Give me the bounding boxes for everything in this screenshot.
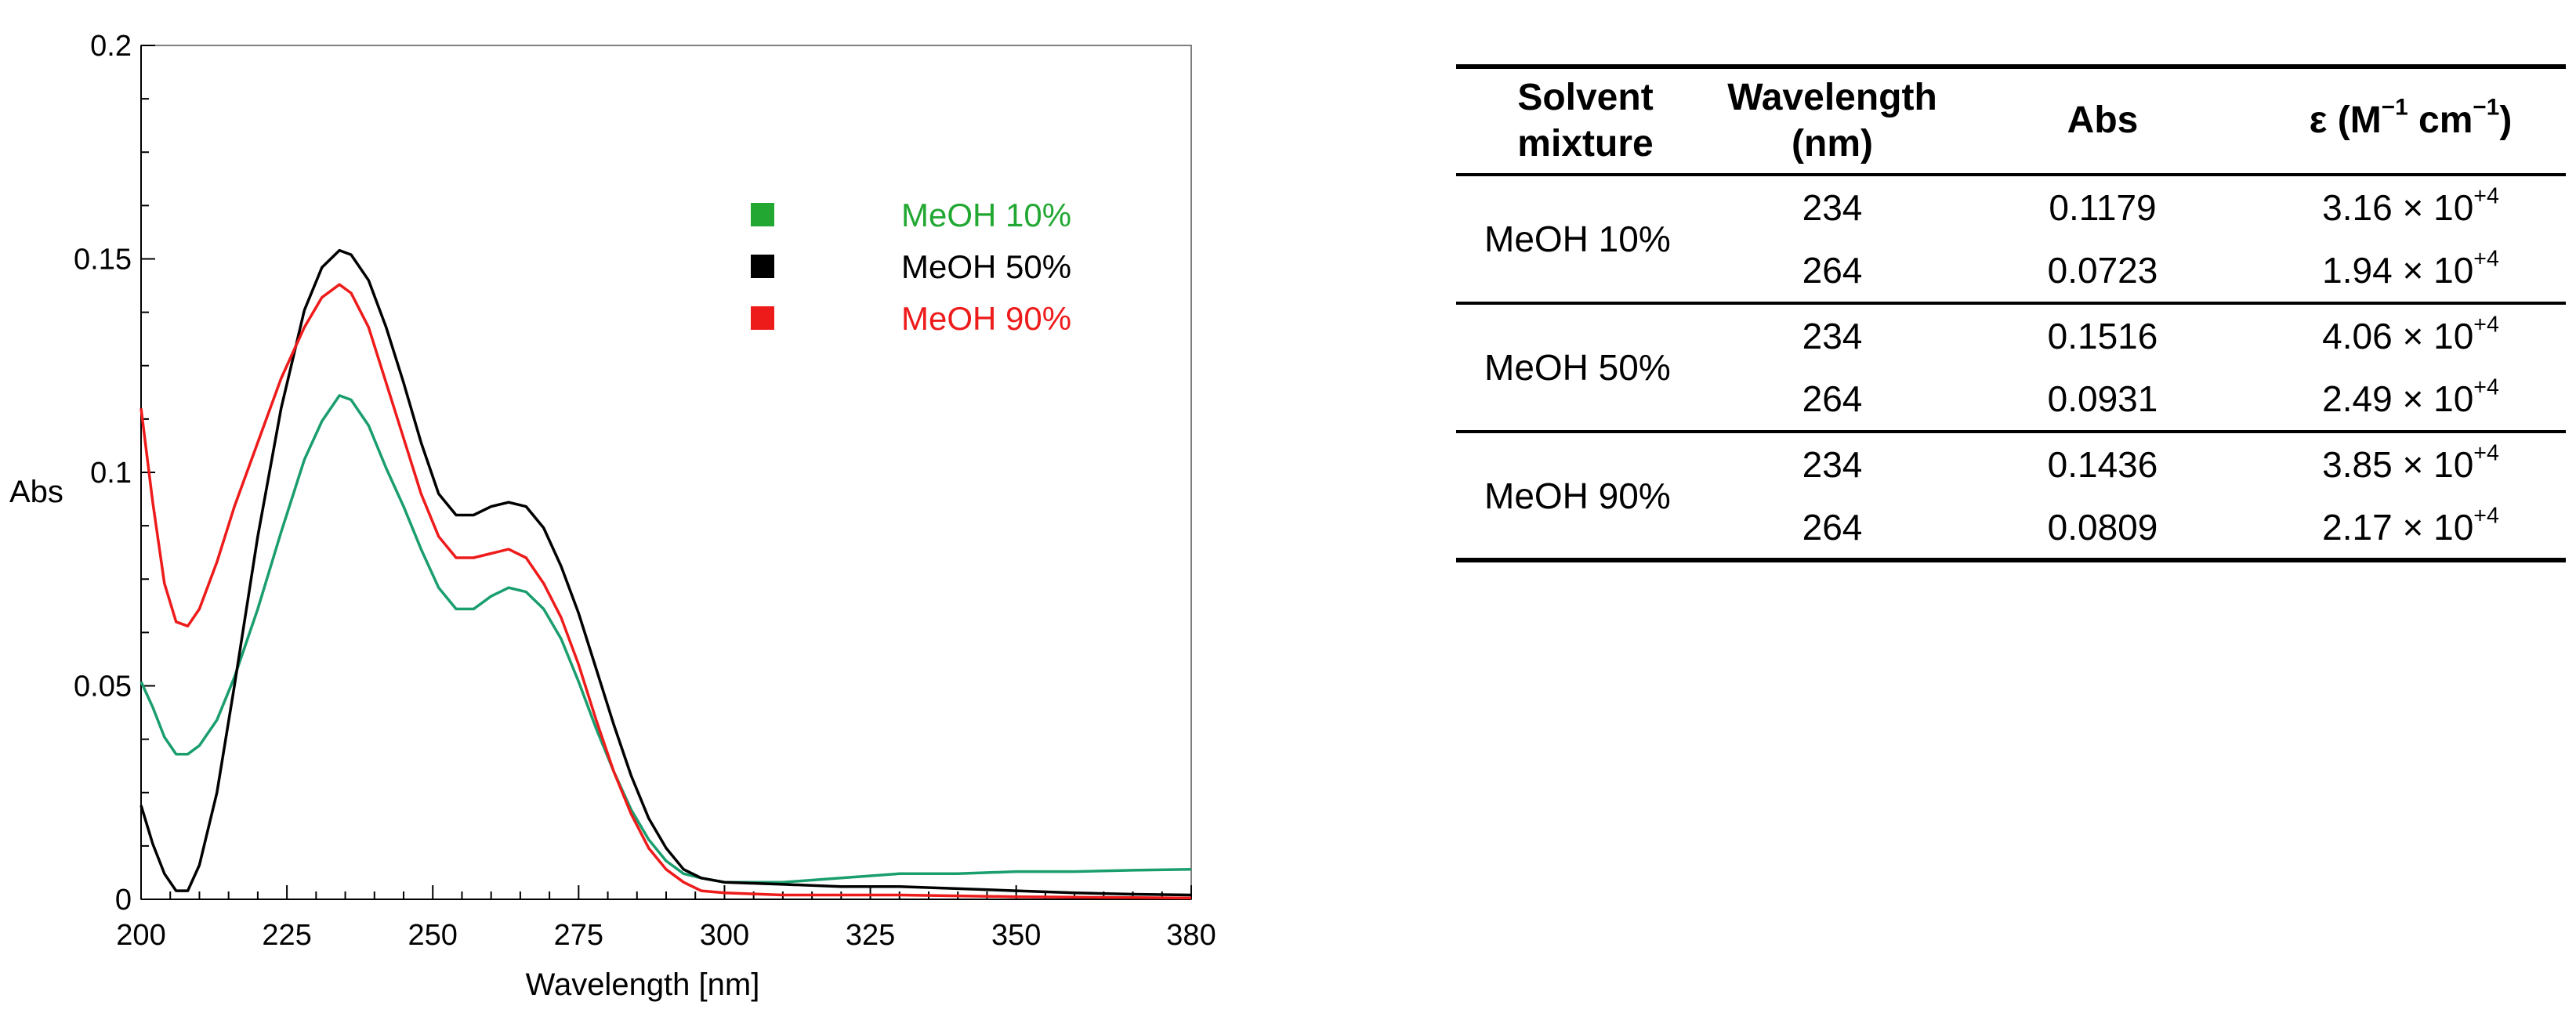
header-wavelength-line1: Wavelength [1727, 76, 1937, 118]
cell-abs: 0.0723 [2047, 250, 2158, 291]
cell-abs: 0.1516 [2047, 316, 2158, 356]
cell-abs: 0.0809 [2047, 506, 2158, 548]
x-axis-title: Wavelength [nm] [526, 967, 760, 1002]
header-abs: Abs [2067, 99, 2139, 142]
cell-epsilon: 2.17 × 10+4 [2255, 496, 2566, 560]
legend-label: MeOH 10% [901, 197, 1071, 233]
table-group-meoh-90: MeOH 90% 234 0.1436 3.85 × 10+4 264 0.08… [1456, 432, 2566, 560]
header-epsilon-sup2: −1 [2473, 94, 2500, 121]
header-epsilon: ε (M−1 cm−1) [2255, 67, 2566, 175]
legend-marker [751, 203, 774, 226]
y-tick-label: 0.2 [90, 30, 132, 63]
series-line [139, 394, 1192, 884]
y-tick-label: 0 [115, 884, 132, 917]
absorbance-table: Solvent mixture Wavelength (nm) Abs ε (M… [1456, 64, 2566, 562]
cell-solvent: MeOH 50% [1484, 347, 1671, 388]
epsilon-mantissa: 2.49 × 10 [2322, 378, 2474, 419]
y-tick-label: 0.15 [74, 244, 132, 277]
series-line [139, 283, 1192, 900]
cell-epsilon: 3.16 × 10+4 [2255, 175, 2566, 239]
table-row: MeOH 50% 234 0.1516 4.06 × 10+4 [1456, 303, 2566, 388]
table-header-row: Solvent mixture Wavelength (nm) Abs ε (M… [1456, 67, 2566, 175]
cell-epsilon: 1.94 × 10+4 [2255, 239, 2566, 303]
y-axis-ticks: 0 0.05 0.1 0.15 0.2 [74, 30, 155, 917]
epsilon-mantissa: 4.06 × 10 [2322, 316, 2474, 356]
cell-abs: 0.1436 [2047, 444, 2158, 485]
cell-wavelength: 264 [1802, 378, 1863, 419]
legend-label: MeOH 50% [901, 248, 1071, 285]
epsilon-mantissa: 3.85 × 10 [2322, 444, 2474, 485]
epsilon-mantissa: 2.17 × 10 [2322, 506, 2474, 548]
epsilon-exponent: +4 [2473, 183, 2499, 209]
table-group-meoh-50: MeOH 50% 234 0.1516 4.06 × 10+4 264 0.09… [1456, 303, 2566, 432]
table-row: MeOH 10% 234 0.1179 3.16 × 10+4 [1456, 175, 2566, 259]
cell-epsilon: 2.49 × 10+4 [2255, 367, 2566, 432]
absorbance-chart: 0 0.05 0.1 0.15 0.2 200 225 250 275 300 325 350 380… [9, 30, 1216, 1002]
cell-wavelength: 234 [1802, 316, 1863, 356]
cell-solvent: MeOH 10% [1484, 219, 1671, 259]
cell-wavelength: 234 [1802, 444, 1863, 485]
header-wavelength-line2: (nm) [1792, 122, 1873, 165]
y-axis-title: Abs [9, 475, 63, 509]
table-row: MeOH 90% 234 0.1436 3.85 × 10+4 [1456, 432, 2566, 515]
x-tick-label: 250 [408, 919, 458, 952]
epsilon-mantissa: 3.16 × 10 [2322, 187, 2474, 228]
epsilon-exponent: +4 [2473, 440, 2499, 466]
cell-epsilon: 3.85 × 10+4 [2255, 432, 2566, 496]
legend-marker [751, 306, 774, 330]
cell-wavelength: 234 [1802, 187, 1863, 228]
table-header: Solvent mixture Wavelength (nm) Abs ε (M… [1456, 67, 2566, 175]
header-wavelength: Wavelength (nm) [1715, 67, 1950, 175]
legend-marker [751, 255, 774, 278]
x-axis-ticks: 200 225 250 275 300 325 350 380 [116, 885, 1216, 952]
table-row: 264 0.0809 2.17 × 10+4 [1456, 496, 2566, 560]
epsilon-exponent: +4 [2473, 374, 2499, 400]
x-tick-label: 350 [991, 919, 1041, 952]
table-group-meoh-10: MeOH 10% 234 0.1179 3.16 × 10+4 264 0.07… [1456, 175, 2566, 303]
y-tick-label: 0.05 [74, 671, 132, 703]
x-tick-label: 200 [116, 919, 165, 952]
epsilon-exponent: +4 [2473, 503, 2499, 529]
series-lines [139, 248, 1192, 900]
cell-abs: 0.1179 [2049, 187, 2157, 228]
cell-epsilon: 4.06 × 10+4 [2255, 303, 2566, 367]
cell-solvent: MeOH 90% [1484, 475, 1671, 516]
cell-wavelength: 264 [1802, 506, 1863, 548]
cell-abs: 0.0931 [2047, 378, 2158, 419]
table-row: 264 0.0723 1.94 × 10+4 [1456, 239, 2566, 303]
x-tick-label: 300 [700, 919, 749, 952]
header-epsilon-mid: cm [2408, 99, 2473, 142]
header-solvent-line2: mixture [1517, 122, 1654, 165]
plot-frame [140, 45, 1192, 900]
x-tick-label: 275 [554, 919, 603, 952]
header-solvent: Solvent mixture [1456, 67, 1715, 175]
header-epsilon-sup1: −1 [2381, 94, 2408, 121]
x-tick-label: 225 [262, 919, 311, 952]
x-tick-label: 325 [846, 919, 895, 952]
series-line [139, 248, 1192, 897]
absorbance-table-container: Solvent mixture Wavelength (nm) Abs ε (M… [1456, 64, 2566, 562]
header-epsilon-suffix: ) [2499, 99, 2513, 142]
x-tick-label: 380 [1166, 919, 1216, 952]
cell-wavelength: 264 [1802, 250, 1863, 291]
epsilon-exponent: +4 [2473, 312, 2499, 338]
legend: MeOH 10% MeOH 50% MeOH 90% [751, 197, 1071, 337]
header-solvent-line1: Solvent [1517, 76, 1654, 118]
legend-label: MeOH 90% [901, 300, 1071, 337]
y-tick-label: 0.1 [90, 457, 132, 490]
epsilon-mantissa: 1.94 × 10 [2322, 250, 2474, 291]
table-row: 264 0.0931 2.49 × 10+4 [1456, 367, 2566, 432]
epsilon-exponent: +4 [2473, 246, 2499, 272]
header-epsilon-prefix: ε (M [2309, 99, 2382, 142]
